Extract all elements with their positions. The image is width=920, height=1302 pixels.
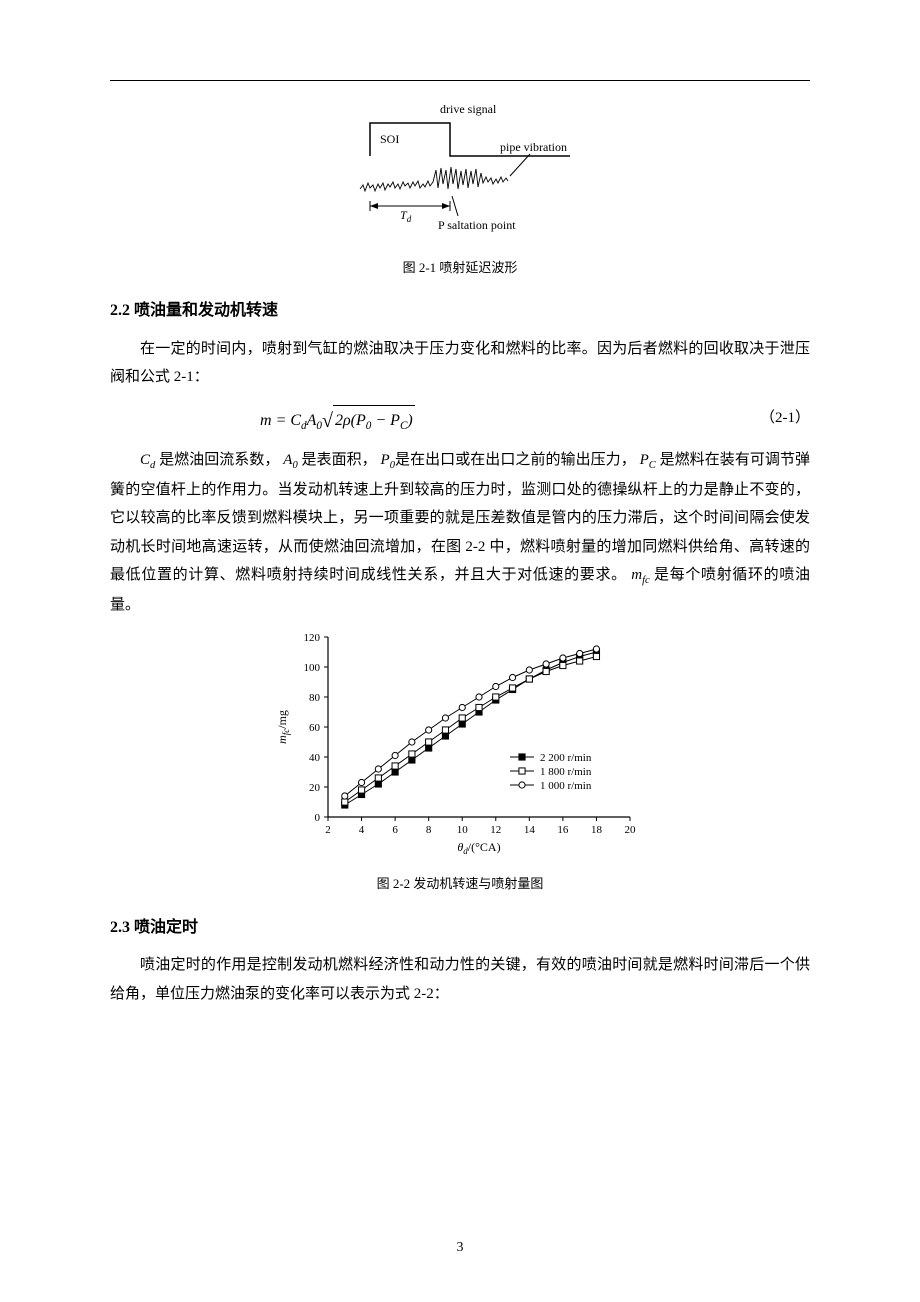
label-p-saltation: P saltation point (438, 218, 516, 232)
label-td: Td (400, 208, 412, 224)
svg-text:0: 0 (315, 812, 321, 824)
psalt-leader (452, 196, 458, 216)
svg-text:80: 80 (309, 692, 321, 704)
figure-2-2: 2 4 6 8 10 12 14 16 18 20 0 20 40 60 80 100 120 θd/(°CA) m… (110, 627, 810, 896)
figure-2-1-caption: 图 2-1 喷射延迟波形 (110, 256, 810, 281)
svg-text:mfc/mg: mfc/mg (275, 711, 291, 745)
label-pipe-vibration: pipe vibration (500, 140, 567, 154)
td-arrow-right (442, 203, 450, 209)
svg-text:1 800 r/min: 1 800 r/min (540, 766, 592, 778)
svg-text:120: 120 (304, 632, 321, 644)
label-soi: SOI (380, 132, 399, 146)
svg-text:8: 8 (426, 824, 432, 836)
svg-text:18: 18 (591, 824, 603, 836)
section-2-3-heading: 2.3 喷油定时 (110, 913, 810, 943)
equation-2-1-number: （2-1） (730, 404, 810, 433)
section-2-2-para-2: Cd 是燃油回流系数， A0 是表面积， P0是在出口或在出口之前的输出压力， … (110, 446, 810, 620)
svg-text:2 200 r/min: 2 200 r/min (540, 752, 592, 764)
svg-text:12: 12 (490, 824, 501, 836)
figure-2-2-caption: 图 2-2 发动机转速与喷射量图 (110, 872, 810, 897)
figure-2-1: drive signal SOI pipe vibration Td P sal… (110, 101, 810, 280)
waveform-svg: drive signal SOI pipe vibration Td P sal… (330, 101, 590, 241)
svg-text:14: 14 (524, 824, 536, 836)
section-2-2-para-1: 在一定的时间内，喷射到气缸的燃油取决于压力变化和燃料的比率。因为后者燃料的回收取… (110, 335, 810, 392)
svg-text:6: 6 (392, 824, 398, 836)
page: drive signal SOI pipe vibration Td P sal… (0, 0, 920, 1302)
svg-text:4: 4 (359, 824, 365, 836)
pipe-vibration-leader (510, 154, 530, 176)
svg-text:100: 100 (304, 662, 321, 674)
chart-svg: 2 4 6 8 10 12 14 16 18 20 0 20 40 60 80 100 120 θd/(°CA) m… (270, 627, 650, 857)
svg-text:16: 16 (557, 824, 569, 836)
section-2-2-heading: 2.2 喷油量和发动机转速 (110, 296, 810, 326)
equation-2-1-body: m = CdA0√2ρ(P0 − PC) (110, 400, 730, 438)
svg-text:2: 2 (325, 824, 331, 836)
svg-text:10: 10 (457, 824, 469, 836)
header-rule (110, 80, 810, 81)
svg-text:1 000 r/min: 1 000 r/min (540, 780, 592, 792)
label-drive-signal: drive signal (440, 102, 497, 116)
svg-text:θd/(°CA): θd/(°CA) (457, 840, 500, 856)
svg-text:40: 40 (309, 752, 321, 764)
vibration-waveform (360, 167, 508, 191)
td-arrow-left (370, 203, 378, 209)
equation-2-1: m = CdA0√2ρ(P0 − PC) （2-1） (110, 400, 810, 438)
page-number: 3 (0, 1235, 920, 1262)
svg-text:60: 60 (309, 722, 321, 734)
section-2-3-para-1: 喷油定时的作用是控制发动机燃料经济性和动力性的关键，有效的喷油时间就是燃料时间滞… (110, 951, 810, 1008)
svg-text:20: 20 (309, 782, 321, 794)
svg-text:20: 20 (625, 824, 637, 836)
